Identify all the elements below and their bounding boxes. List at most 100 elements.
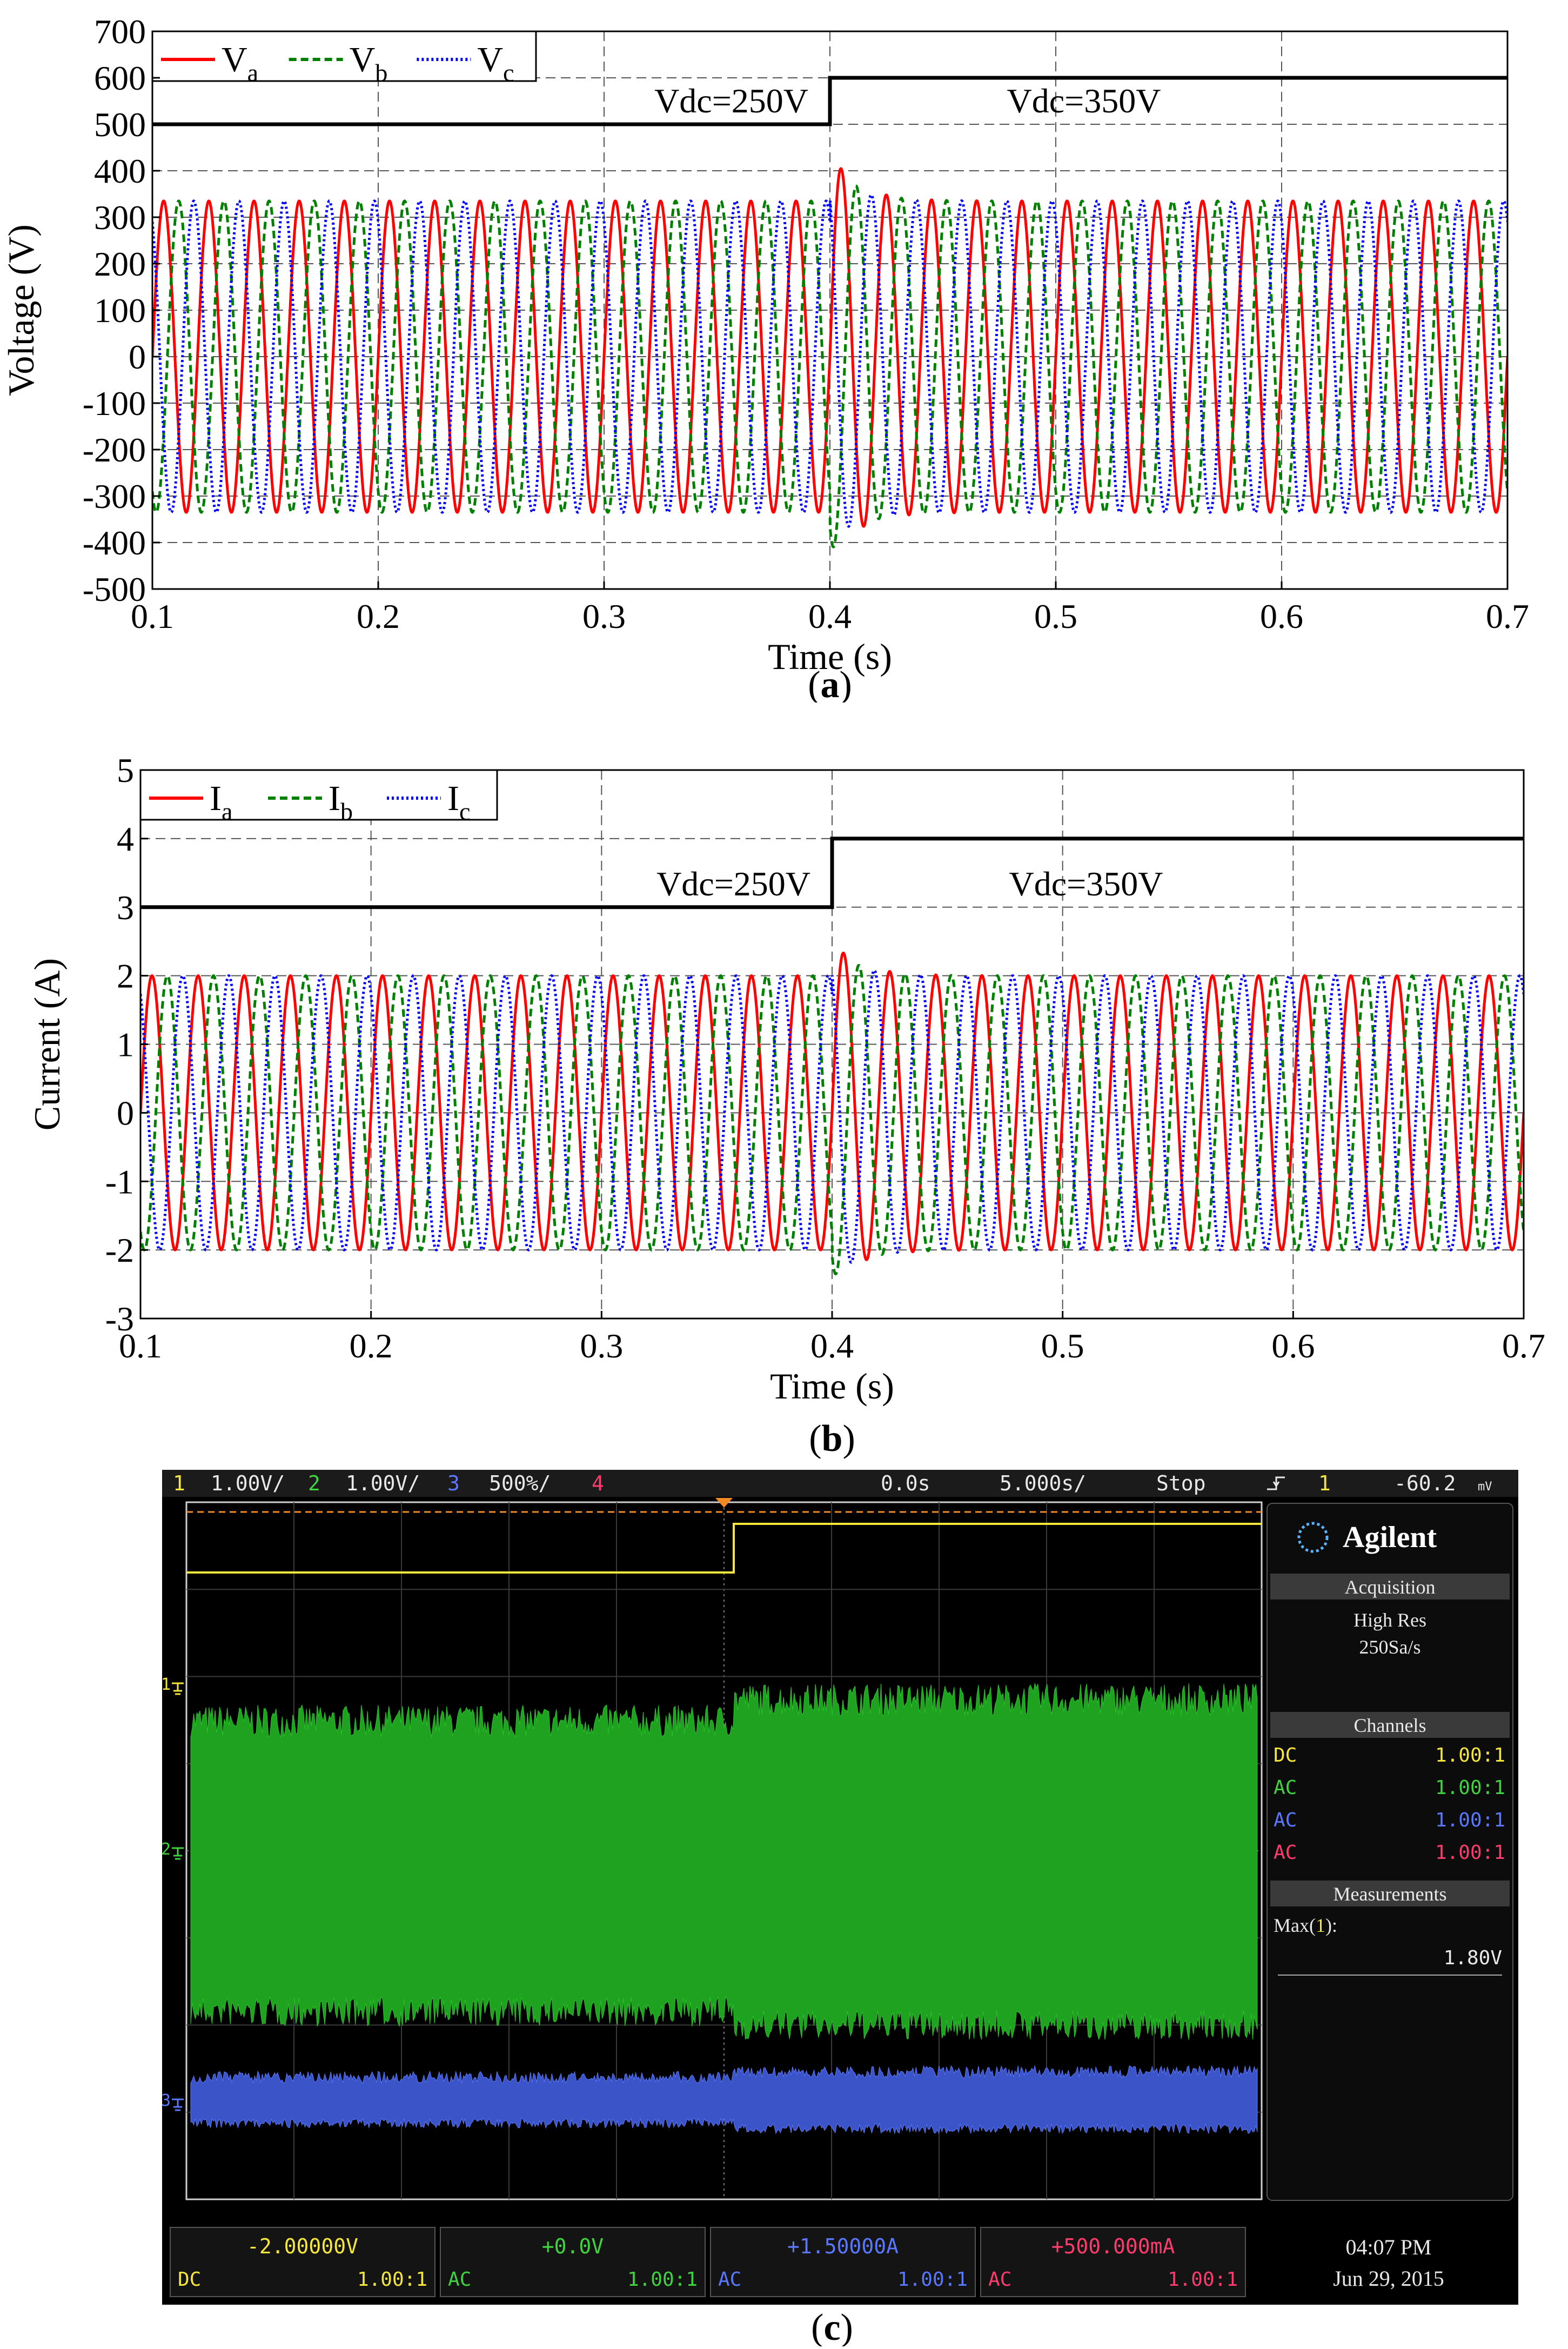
- legend-label-sub: c: [459, 798, 470, 825]
- annotation-vdc-after: Vdc=350V: [1007, 82, 1161, 120]
- y-tick-label: -3: [105, 1300, 134, 1338]
- channel-row-ratio: 1.00:1: [1435, 1809, 1505, 1831]
- measurement-value: 1.80V: [1444, 1947, 1502, 1969]
- y-tick-label: 1: [117, 1026, 134, 1064]
- measurements-title: Measurements: [1334, 1883, 1447, 1905]
- channel-row-ratio: 1.00:1: [1435, 1842, 1505, 1864]
- legend-label-base: V: [477, 40, 503, 79]
- bottom-channel-offset: +500.000mA: [1051, 2234, 1175, 2258]
- clock-time: 04:07 PM: [1346, 2235, 1432, 2259]
- top-bar-ch3-num: 3: [447, 1471, 460, 1495]
- y-tick-label: -2: [105, 1231, 134, 1269]
- x-axis-label: Time (s): [768, 636, 892, 677]
- y-tick-label: 0: [129, 338, 146, 376]
- brand-logo-text: Agilent: [1343, 1521, 1437, 1554]
- bottom-channel-ratio: 1.00:1: [357, 2268, 427, 2291]
- x-tick-label: 0.2: [350, 1327, 393, 1365]
- bottom-channel-offset: +0.0V: [542, 2234, 604, 2258]
- bottom-channel-coupling: DC: [178, 2268, 201, 2291]
- legend-label-ib: Ib: [329, 779, 353, 825]
- channel-row-coupling: AC: [1274, 1842, 1297, 1864]
- legend-label-base: I: [329, 779, 340, 818]
- measurement-label: Max(1):: [1274, 1915, 1337, 1936]
- x-tick-label: 0.7: [1486, 597, 1529, 635]
- measurement-label-post: ):: [1325, 1915, 1337, 1936]
- y-tick-label: 0: [117, 1094, 134, 1132]
- y-tick-label: 3: [117, 888, 134, 927]
- trigger-position-marker: [715, 1498, 733, 1508]
- annotation-vdc-before: Vdc=250V: [654, 82, 808, 120]
- top-bar-ch3-scale: 500%/: [489, 1471, 551, 1495]
- series-ib-line: [140, 963, 1524, 1275]
- y-tick-label: 500: [94, 105, 146, 144]
- top-bar-trigger-level: -60.2: [1394, 1471, 1456, 1495]
- y-tick-label: -400: [83, 524, 146, 562]
- caption-letter: a: [821, 664, 840, 702]
- legend-label-ia: Ia: [210, 779, 232, 825]
- legend-label-base: I: [210, 779, 222, 818]
- legend-label-va: Va: [222, 40, 258, 86]
- x-tick-label: 0.3: [582, 597, 626, 635]
- bottom-channel-offset: -2.00000V: [247, 2234, 358, 2258]
- panel-caption: (b): [809, 1418, 855, 1459]
- top-bar-ch2-num: 2: [308, 1471, 320, 1495]
- bottom-channel-coupling: AC: [988, 2268, 1011, 2291]
- x-tick-label: 0.6: [1271, 1327, 1315, 1365]
- caption-open: (: [811, 2307, 823, 2346]
- y-tick-label: 400: [94, 152, 146, 190]
- y-tick-label: -200: [83, 431, 146, 469]
- channels-header: [1270, 1712, 1510, 1738]
- acquisition-title: Acquisition: [1345, 1576, 1436, 1598]
- legend-label-vc: Vc: [477, 40, 514, 86]
- channel-marker-2: 2: [161, 1840, 171, 1859]
- voltage-chart-panel: Vdc=250V Vdc=350V Va Vb Vc 0.1 0.2 0.3 0.4 0.5 0.6…: [0, 0, 1568, 706]
- waveforms: [152, 167, 1507, 548]
- top-bar-ch1-scale: 1.00V/: [211, 1471, 285, 1495]
- top-bar-run-state: Stop: [1156, 1471, 1206, 1495]
- bottom-channel-offset: +1.50000A: [787, 2234, 899, 2258]
- bottom-channel-ratio: 1.00:1: [1168, 2268, 1238, 2291]
- top-bar-time-scale: 5.000s/: [1000, 1471, 1086, 1495]
- ch3-trace: [190, 2065, 1258, 2134]
- series-va-line: [152, 167, 1507, 528]
- legend-label-sub: b: [340, 798, 353, 825]
- top-bar-trigger-unit: mV: [1478, 1480, 1492, 1494]
- oscilloscope-screen: 1 1.00V/2 1.00V/3 500%/ 4 0.0s 5.000s/Stop 1 -60…: [161, 1470, 1518, 2348]
- y-axis-label: Voltage (V): [1, 224, 42, 396]
- x-tick-label: 0.4: [810, 1327, 854, 1365]
- annotation-vdc-before: Vdc=250V: [656, 865, 810, 903]
- x-tick-label: 0.1: [119, 1327, 162, 1365]
- channel-marker-3: 3: [161, 2091, 171, 2110]
- legend-label-base: I: [447, 779, 459, 818]
- caption-close: ): [840, 664, 852, 702]
- vdc-step-line: [152, 76, 1507, 126]
- bottom-channel-box: [710, 2227, 976, 2297]
- top-bar-ch4-num: 4: [592, 1471, 604, 1495]
- side-panel: [1267, 1503, 1513, 2201]
- y-tick-label: 100: [94, 291, 146, 330]
- caption-open: (: [808, 664, 820, 702]
- x-tick-label: 0.6: [1260, 597, 1303, 635]
- caption-close: ): [842, 1418, 855, 1459]
- bottom-channel-box: [440, 2227, 706, 2297]
- ch2-trace: [190, 1682, 1258, 2040]
- caption-close: ): [841, 2307, 853, 2346]
- channel-row-coupling: AC: [1274, 1809, 1297, 1831]
- x-tick-label: 0.3: [580, 1327, 623, 1365]
- top-bar-ch2-scale: 1.00V/: [346, 1471, 420, 1495]
- x-axis-label: Time (s): [770, 1366, 894, 1407]
- channel-row-coupling: DC: [1274, 1744, 1297, 1766]
- acquisition-mode: High Res: [1353, 1609, 1426, 1631]
- acquisition-header: [1270, 1574, 1510, 1600]
- legend-label-sub: c: [503, 59, 514, 86]
- trigger-edge-icon: [1267, 1476, 1285, 1490]
- legend-label-base: V: [350, 40, 376, 79]
- legend-label-base: V: [222, 40, 247, 79]
- top-bar-time-offset: 0.0s: [881, 1471, 930, 1495]
- y-tick-label: -1: [105, 1162, 134, 1201]
- channels-title: Channels: [1354, 1715, 1426, 1736]
- y-tick-label: 700: [94, 12, 146, 51]
- x-tick-label: 0.5: [1041, 1327, 1084, 1365]
- measurement-label-ch: 1: [1316, 1915, 1325, 1936]
